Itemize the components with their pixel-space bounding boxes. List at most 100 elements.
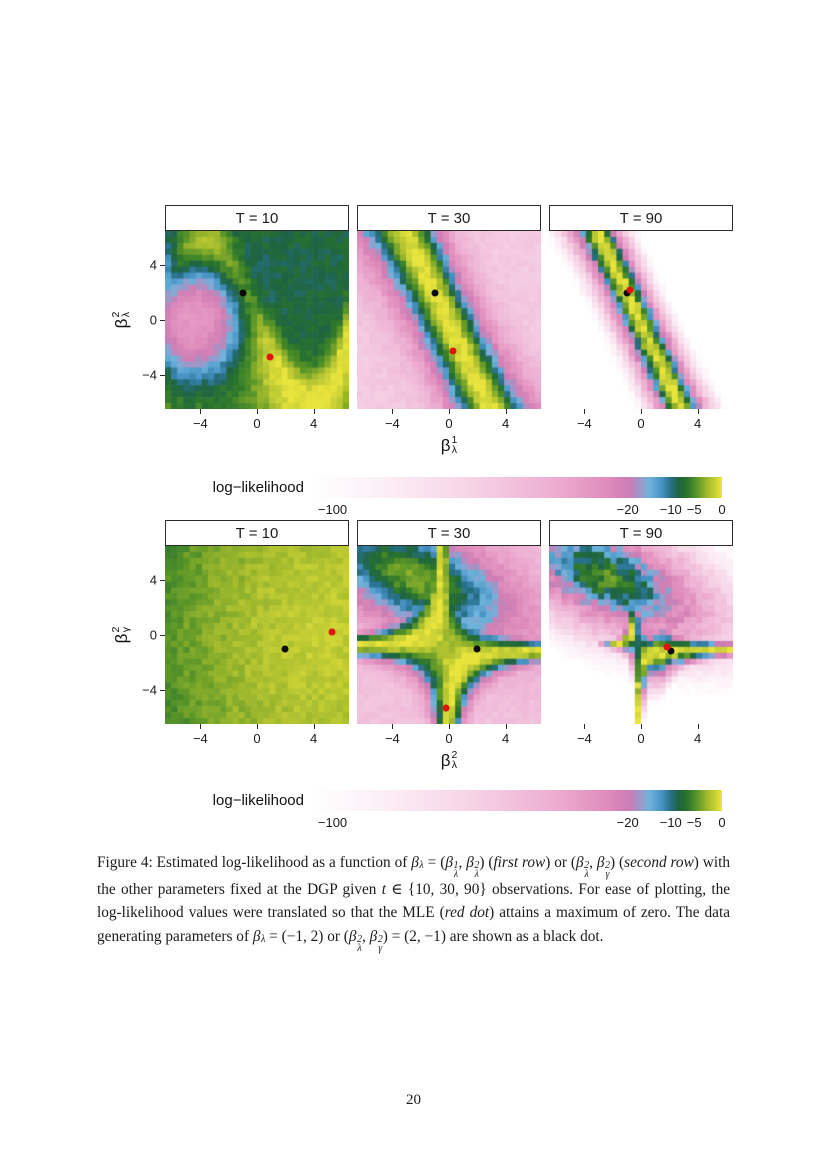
- x-tick-label: −4: [192, 416, 208, 431]
- math-sub: λ: [451, 759, 458, 771]
- math-sup: 2: [474, 860, 480, 871]
- heatmap-canvas: [549, 546, 733, 724]
- y-tick-label: −4: [142, 682, 157, 698]
- x-tick-mark: [257, 724, 258, 729]
- math-base: β: [440, 751, 451, 770]
- x-tick-mark: [200, 724, 202, 729]
- caption-text: ) (: [610, 854, 625, 871]
- facet-title: T = 10: [235, 209, 279, 227]
- caption-emphasis: second row: [624, 854, 694, 871]
- math-sub: λ: [451, 444, 458, 456]
- x-tick-mark: [449, 409, 450, 414]
- heatmap-canvas: [549, 231, 733, 409]
- heatmap-panel: [549, 231, 733, 409]
- math-sub: λ: [453, 869, 459, 880]
- math-sub: γ: [605, 869, 610, 880]
- x-tick-mark: [392, 724, 394, 729]
- caption-text: ,: [458, 854, 467, 871]
- dgp-dot: [473, 645, 481, 653]
- colorbar-tick-label: 0: [718, 502, 726, 517]
- mle-dot: [626, 286, 634, 294]
- colorbar-tick-label: −5: [686, 502, 702, 517]
- caption-text: ,: [589, 854, 597, 871]
- x-tick-label: 0: [637, 416, 645, 431]
- math-base: β: [411, 854, 419, 871]
- y-tick-mark: [160, 580, 165, 582]
- x-tick-label: 4: [309, 416, 318, 431]
- colorbar-tick-label: 0: [718, 815, 726, 830]
- x-tick-mark: [641, 409, 642, 414]
- caption-text: ∈ {10, 30, 90} observations. For ease of…: [97, 881, 731, 922]
- caption-text: ) or (: [545, 854, 577, 871]
- x-tick-label: 4: [693, 731, 702, 746]
- facet-title: T = 90: [619, 209, 663, 227]
- x-tick-mark: [505, 409, 507, 414]
- math-base: β: [445, 854, 453, 871]
- facet-title: T = 30: [427, 209, 471, 227]
- legend-label: log−likelihood: [212, 479, 304, 496]
- mle-dot: [663, 643, 671, 651]
- y-tick-mark: [160, 320, 165, 321]
- legend-label: log−likelihood: [212, 792, 304, 809]
- math-base: β: [252, 927, 261, 945]
- math-sub: λ: [419, 860, 424, 871]
- facet-strip: T = 10: [165, 520, 349, 546]
- math-base: β: [348, 927, 357, 945]
- caption-text: = (−1, 2) or (: [265, 927, 349, 945]
- colorbar-tick-label: −20: [616, 815, 639, 830]
- facet-strip: T = 30: [357, 205, 541, 231]
- mle-dot: [266, 353, 274, 361]
- math-supsub: λ: [419, 860, 424, 871]
- x-tick-mark: [641, 724, 642, 729]
- math-base: β: [440, 436, 451, 455]
- dgp-dot: [281, 645, 289, 653]
- math-sup: 1: [453, 860, 459, 871]
- math-sup: 2: [357, 933, 362, 945]
- colorbar-tick-label: −20: [616, 502, 639, 517]
- colorbar-tick-label: −5: [686, 815, 702, 830]
- colorbar-tick-label: −10: [659, 815, 682, 830]
- caption-text: ) with the other parameters fixed at the…: [97, 854, 730, 898]
- x-tick-label: 4: [693, 416, 702, 431]
- math-sub: λ: [357, 942, 362, 954]
- caption-text: ) = (2, −1) are shown as a black dot.: [382, 927, 604, 945]
- heatmap-panel: [357, 231, 541, 409]
- x-tick-mark: [313, 409, 315, 414]
- page-number: 20: [406, 1092, 421, 1108]
- x-tick-mark: [505, 724, 507, 729]
- heatmap-panel: [165, 546, 349, 724]
- math-base: β: [576, 854, 584, 871]
- math-sup: 2: [451, 749, 458, 762]
- math-sub: λ: [584, 869, 589, 880]
- x-tick-label: −4: [192, 731, 208, 746]
- facet-title: T = 10: [235, 524, 279, 542]
- facet-strip: T = 30: [357, 520, 541, 546]
- mle-dot: [442, 704, 450, 712]
- math-sup: 2: [584, 860, 590, 871]
- mle-dot: [328, 628, 336, 636]
- y-tick-mark: [160, 265, 165, 267]
- colorbar-tick-label: −100: [317, 502, 348, 517]
- caption-text: ,: [362, 927, 370, 945]
- x-tick-label: 0: [253, 416, 261, 431]
- x-tick-label: −4: [576, 731, 592, 746]
- caption-text: = (: [423, 854, 446, 871]
- x-tick-mark: [697, 409, 699, 414]
- x-tick-mark: [200, 409, 202, 414]
- y-tick-label: −4: [142, 367, 157, 383]
- facet-title: T = 90: [619, 524, 663, 542]
- facet-title: T = 30: [427, 524, 471, 542]
- math-sup: 2: [377, 933, 383, 945]
- caption-emphasis: t: [381, 881, 386, 898]
- heatmap-panel: [549, 546, 733, 724]
- colorbar-tick-label: −100: [317, 815, 348, 830]
- math-sub: λ: [474, 869, 479, 880]
- math-sub: λ: [261, 933, 266, 945]
- facet-strip: T = 90: [549, 205, 733, 231]
